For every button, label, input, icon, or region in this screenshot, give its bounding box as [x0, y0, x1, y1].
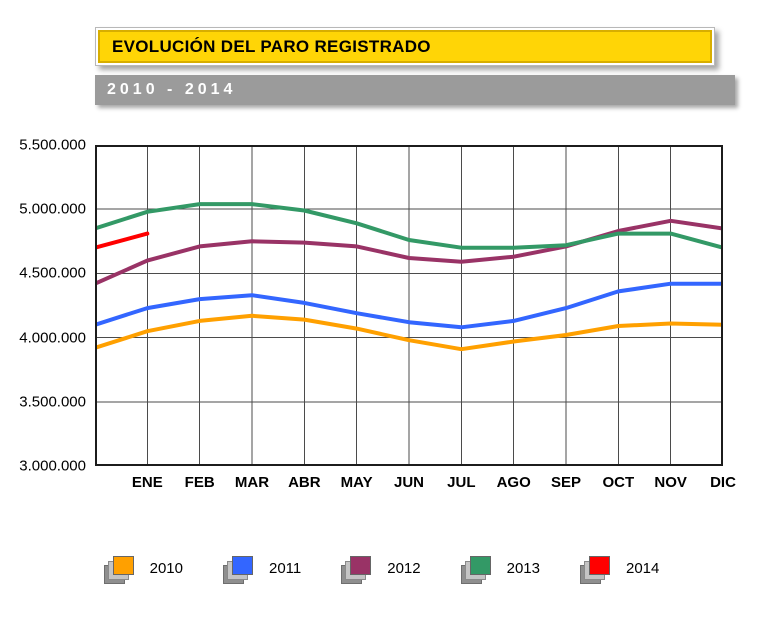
- legend-label: 2012: [387, 559, 421, 577]
- x-axis-label: JUL: [447, 474, 476, 491]
- x-axis-label: AGO: [496, 474, 531, 491]
- legend-marker-icon: [341, 556, 373, 584]
- y-axis-label: 3.500.000: [19, 393, 86, 411]
- legend-marker-icon: [460, 556, 493, 584]
- legend-label: 2011: [268, 559, 302, 577]
- chart-title-bar: EVOLUCIÓN DEL PARO REGISTRADO: [95, 27, 715, 66]
- y-axis-label: 5.000.000: [19, 200, 86, 218]
- legend-marker-icon: [222, 556, 255, 584]
- series-line-2013: [95, 202, 723, 250]
- x-axis-label: MAY: [340, 474, 373, 491]
- y-axis-label: 3.000.000: [19, 457, 86, 475]
- legend-marker-icon: [580, 556, 612, 584]
- y-axis: 3.000.000 3.500.000 4.000.000 4.500.000 5.00…: [0, 137, 86, 475]
- y-axis-label: 4.500.000: [19, 264, 86, 282]
- chart-title: EVOLUCIÓN DEL PARO REGISTRADO: [98, 30, 712, 63]
- chart-subtitle: 2010 - 2014: [107, 81, 237, 98]
- legend-item-2010: 2010: [103, 548, 183, 588]
- x-axis-label: MAR: [234, 474, 270, 491]
- legend-label: 2010: [149, 559, 183, 577]
- legend-marker-icon: [103, 556, 136, 584]
- line-chart: [95, 145, 723, 466]
- legend-item-2011: 2011: [222, 548, 302, 588]
- plot-area: [95, 145, 723, 466]
- legend-label: 2014: [626, 559, 660, 577]
- y-axis-label: 4.000.000: [19, 329, 86, 347]
- x-axis-label: ABR: [288, 474, 321, 491]
- legend-label: 2013: [506, 559, 540, 577]
- x-axis-label: DIC: [710, 474, 736, 491]
- legend-item-2013: 2013: [460, 548, 540, 588]
- series-line-2010: [95, 313, 723, 352]
- series-line-2012: [95, 218, 723, 286]
- x-axis-label: ENE: [131, 474, 163, 491]
- x-axis-label: OCT: [602, 474, 635, 491]
- legend-item-2012: 2012: [341, 548, 421, 588]
- chart-subtitle-bar: 2010 - 2014: [95, 75, 735, 105]
- series-line-2014: [95, 231, 150, 250]
- x-axis-label: JUN: [393, 474, 425, 491]
- x-axis: ENE FEB MAR ABR MAY JUN JUL AGO SEP OCT NOV DIC: [95, 474, 736, 496]
- x-axis-label: NOV: [654, 474, 687, 491]
- x-axis-label: SEP: [550, 474, 582, 491]
- series-line-2011: [95, 281, 723, 330]
- legend: 2010 2011 2012 2013 2014: [0, 548, 769, 588]
- y-axis-label: 5.500.000: [19, 136, 86, 154]
- legend-item-2014: 2014: [580, 548, 660, 588]
- x-axis-label: FEB: [184, 474, 215, 491]
